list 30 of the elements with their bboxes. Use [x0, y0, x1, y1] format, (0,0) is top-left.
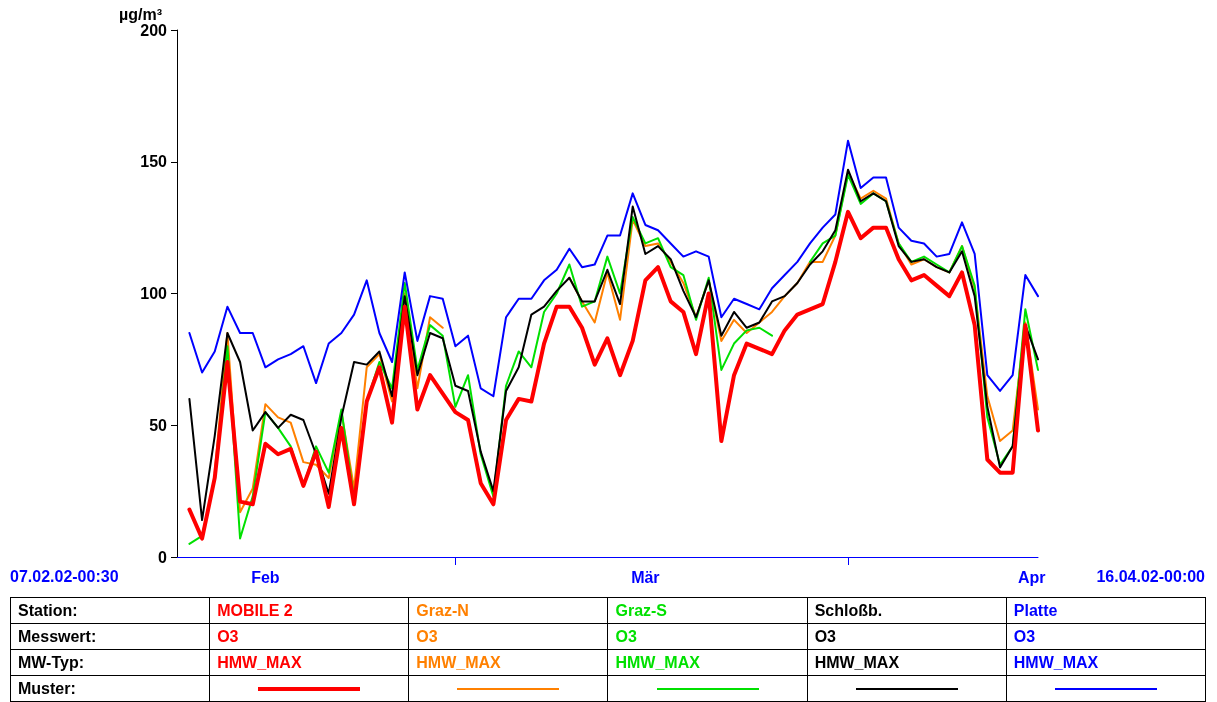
- text: MW-Typ:: [10, 649, 210, 676]
- legend-title: Station:: [10, 597, 210, 624]
- text: Messwert:: [10, 623, 210, 650]
- text: O3: [607, 623, 808, 650]
- y-axis-title: µg/m³: [119, 5, 162, 23]
- text: HMW_MAX: [807, 649, 1007, 676]
- text: O3: [408, 623, 608, 650]
- y-tick-label: 50: [149, 416, 168, 434]
- text: O3: [807, 623, 1007, 650]
- text: HMW_MAX: [408, 649, 608, 676]
- text: 07.02.02-00:30: [10, 567, 119, 587]
- text: 16.04.02-00:00: [1096, 567, 1205, 587]
- x-tick-label: Apr: [1017, 568, 1046, 586]
- text: Schloßb.: [807, 597, 1007, 624]
- text: Graz-S: [607, 597, 808, 624]
- text: O3: [209, 623, 409, 650]
- text: MOBILE 2: [209, 597, 409, 624]
- text: Graz-N: [408, 597, 608, 624]
- text: Muster:: [10, 675, 210, 702]
- x-tick-label: Mär: [631, 568, 660, 586]
- y-tick-label: 100: [140, 285, 168, 302]
- y-tick-label: 200: [140, 21, 168, 39]
- y-tick-label: 0: [158, 548, 168, 566]
- text: HMW_MAX: [607, 649, 808, 676]
- text: HMW_MAX: [209, 649, 409, 676]
- y-tick-label: 150: [140, 153, 168, 171]
- text: O3: [1006, 623, 1206, 650]
- text: Platte: [1006, 597, 1206, 624]
- x-tick-label: Feb: [251, 568, 280, 586]
- text: HMW_MAX: [1006, 649, 1206, 676]
